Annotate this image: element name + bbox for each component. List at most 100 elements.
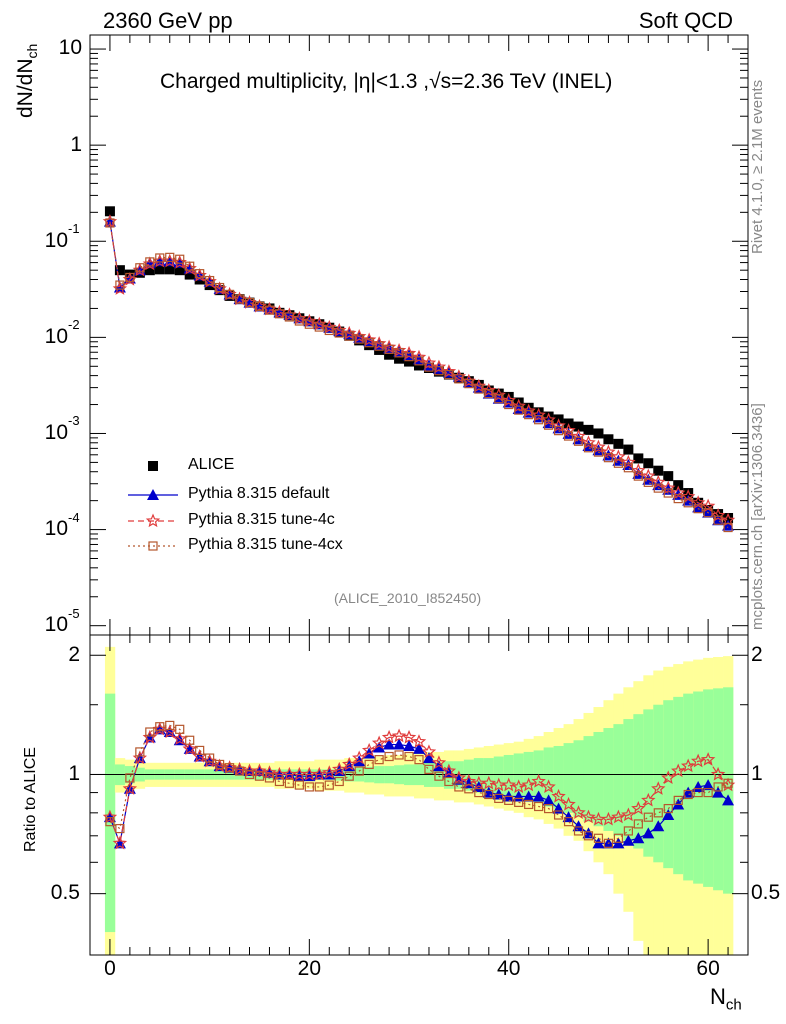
main-data-point [643, 477, 653, 487]
ratio-data-point [642, 827, 655, 839]
ratio-data-point [572, 820, 585, 832]
ratio-data-point [651, 781, 666, 795]
main-data-point [384, 349, 395, 360]
main-data-point [334, 328, 344, 338]
ratio-data-point [522, 790, 535, 802]
ratio-data-point [322, 765, 337, 779]
ratio-y-tick-label: 1 [68, 761, 80, 785]
ratio-data-point [413, 742, 425, 754]
band-inner-bin [513, 753, 524, 799]
ratio-data-point [314, 782, 324, 792]
main-data-point [264, 305, 275, 315]
main-data-point [591, 439, 606, 454]
ratio-data-point [371, 735, 387, 750]
main-data-point [464, 379, 474, 389]
main-data-point [511, 398, 526, 413]
y-tick-label: 10 [44, 228, 68, 252]
ratio-data-point [364, 759, 374, 770]
band-inner-bin [643, 709, 654, 857]
ratio-data-point [474, 787, 484, 798]
main-data-point [544, 420, 554, 430]
ratio-data-point [613, 833, 623, 843]
ratio-data-point [573, 826, 584, 836]
main-data-point [342, 325, 357, 340]
band-inner-bin [543, 747, 554, 807]
ratio-data-point [414, 755, 424, 765]
ratio-data-point [702, 779, 715, 791]
ratio-data-point [710, 766, 726, 781]
main-data-point [414, 356, 424, 366]
band-inner-bin [483, 758, 495, 793]
y-tick-label: 1 [70, 132, 82, 156]
main-data-point [603, 453, 614, 463]
x-axis-title: Nch [710, 984, 742, 1013]
x-axis-title-main: N [710, 984, 726, 1009]
main-data-point [621, 454, 636, 469]
ratio-data-point [563, 817, 574, 827]
ratio-data-point [652, 820, 665, 832]
main-data-point [524, 410, 534, 420]
axis-ticks [90, 35, 748, 955]
y-axis-title-sub: ch [24, 43, 41, 59]
ratio-data-point [673, 795, 683, 805]
ratio-data-point [182, 741, 197, 756]
main-data-point [494, 394, 504, 404]
y-axis-title-top: dN/dNch [14, 44, 40, 118]
ratio-data-point [683, 789, 693, 800]
ratio-data-point [593, 833, 604, 843]
main-data-point [561, 423, 576, 437]
ratio-data-point [421, 744, 437, 759]
main-data-point [613, 438, 624, 449]
ratio-data-point [501, 777, 516, 792]
main-data-point [723, 512, 734, 523]
main-data-point [322, 319, 337, 334]
main-data-point [513, 397, 524, 408]
ratio-data-point [632, 832, 645, 844]
ratio-data-point [544, 803, 554, 814]
ratio-data-point [393, 738, 406, 750]
ratio-data-point [351, 750, 367, 765]
main-data-point [581, 435, 596, 449]
main-data-point [224, 289, 235, 299]
ratio-data-point [631, 801, 646, 815]
ratio-data-point [304, 782, 314, 792]
ratio-data-point [195, 745, 205, 756]
y-tick-label: 10 [44, 613, 68, 637]
main-data-point [633, 453, 644, 464]
ratio-data-point [661, 770, 676, 785]
ratio-data-point [641, 792, 656, 807]
ratio-data-point [534, 801, 544, 812]
band-inner-bin [573, 740, 584, 818]
main-data-point [723, 522, 733, 533]
main-data-point [444, 369, 454, 380]
band-inner-bin [603, 728, 614, 831]
ratio-data-point [361, 742, 377, 757]
y-tick-label: 10 [44, 420, 68, 444]
ratio-data-point [383, 738, 396, 750]
plot-frames [89, 34, 749, 956]
main-data-point [145, 257, 155, 267]
ratio-y-tick-label: 2 [68, 642, 80, 666]
main-data-point [573, 421, 584, 432]
main-data-point [653, 483, 663, 493]
main-data-point [690, 495, 706, 509]
ratio-data-point [583, 831, 594, 841]
ratio-data-point [601, 811, 616, 826]
ratio-data-point [401, 729, 417, 744]
main-data-point [673, 480, 684, 491]
legend-label-tune4cx: Pythia 8.315 tune-4cx [188, 536, 343, 553]
main-data-point [643, 458, 654, 469]
ratio-data-point [514, 797, 524, 808]
ratio-data-point [561, 796, 576, 811]
main-series-line [109, 222, 729, 529]
ratio-data-point [531, 773, 546, 788]
ratio-data-point [623, 826, 633, 836]
main-data-point [384, 344, 394, 354]
main-data-point [692, 501, 705, 513]
main-data-point [712, 514, 725, 526]
y-tick-label: 10 [58, 36, 82, 60]
ratio-data-point [682, 786, 695, 798]
ratio-data-point [692, 780, 705, 792]
x-tick-label: 60 [696, 957, 720, 981]
